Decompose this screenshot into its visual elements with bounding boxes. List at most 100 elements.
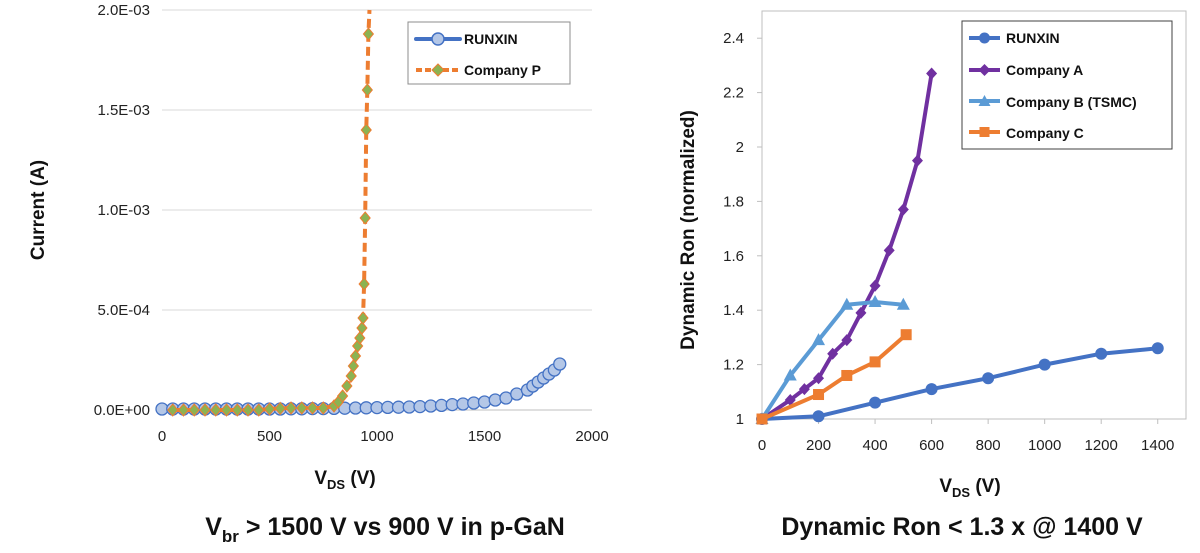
legend-label: Company A — [1006, 62, 1083, 78]
data-point-company-p — [177, 403, 190, 417]
data-point-company-p — [360, 123, 372, 137]
data-point-company-c — [813, 389, 825, 401]
data-point-runxin — [488, 393, 502, 407]
legend-marker-runxin — [979, 32, 990, 44]
data-point-company-p — [306, 401, 319, 415]
left-x-tick-label: 2000 — [575, 428, 608, 445]
data-point-runxin — [982, 372, 995, 385]
data-point-company-p — [167, 403, 179, 417]
series-line-runxin — [761, 346, 1158, 421]
data-point-runxin — [1095, 347, 1108, 360]
data-point-company-c — [841, 369, 853, 381]
right-y-tick-label: 2.2 — [723, 85, 744, 102]
legend-entry-company-a: Company A — [969, 62, 1083, 78]
data-point-company-p — [253, 403, 265, 417]
legend-label: Company C — [1006, 125, 1084, 141]
right-x-tick-label: 1000 — [1028, 437, 1061, 454]
data-point-company-p — [296, 401, 308, 415]
legend-marker-company-c — [979, 127, 990, 137]
data-point-company-a — [798, 383, 810, 396]
right-y-axis-title: Dynamic Ron (normalized) — [678, 110, 699, 350]
series-line-company-a — [760, 73, 934, 421]
data-point-runxin — [869, 396, 882, 409]
left-chart-y-ticks: 0.0E+00 5.0E-04 1.0E-03 1.5E-03 2.0E-03 — [94, 2, 150, 419]
right-y-tick-label: 1 — [736, 411, 744, 428]
legend-entry-company-c: Company C — [969, 125, 1084, 141]
data-point-company-a — [911, 154, 923, 167]
left-y-tick-label: 5.0E-04 — [97, 302, 150, 319]
data-point-company-p — [347, 359, 360, 373]
data-point-company-p — [356, 321, 368, 335]
data-point-company-p — [359, 211, 371, 225]
legend-label: Company P — [464, 62, 541, 78]
legend-label: Company B (TSMC) — [1006, 94, 1137, 110]
data-point-runxin — [477, 395, 492, 409]
data-point-company-p — [220, 403, 233, 417]
data-point-company-a — [841, 334, 853, 347]
data-point-runxin — [553, 357, 567, 371]
left-x-tick-label: 1500 — [468, 428, 501, 445]
right-y-tick-label: 1.2 — [723, 357, 744, 374]
data-point-company-p — [345, 369, 357, 383]
left-y-tick-label: 2.0E-03 — [97, 2, 150, 19]
data-point-company-c — [869, 356, 881, 368]
right-chart-legend: RUNXIN Company A Company B (TSMC) Compan… — [961, 20, 1173, 150]
legend-entry-runxin: RUNXIN — [414, 31, 518, 47]
left-x-tick-label: 1000 — [360, 428, 393, 445]
left-y-tick-label: 0.0E+00 — [94, 402, 150, 419]
right-chart-y-ticks: 1 1.2 1.4 1.6 1.8 2 2.2 2.4 — [723, 30, 744, 428]
left-y-tick-label: 1.0E-03 — [97, 202, 150, 219]
data-point-company-p — [188, 403, 200, 417]
data-point-company-p — [336, 389, 349, 403]
data-point-runxin — [1038, 358, 1051, 371]
data-point-company-b-tsmc — [868, 295, 882, 308]
data-point-company-b-tsmc — [783, 368, 797, 381]
right-y-tick-label: 2.4 — [723, 30, 744, 47]
left-chart-x-ticks: 0 500 1000 1500 2000 — [158, 428, 609, 445]
left-y-tick-label: 1.5E-03 — [97, 102, 150, 119]
data-point-company-a — [827, 347, 839, 360]
right-y-tick-label: 2 — [736, 139, 744, 156]
data-point-company-p — [210, 403, 222, 417]
legend-entry-company-b: Company B (TSMC) — [969, 94, 1137, 110]
data-point-company-p — [274, 401, 286, 416]
right-y-tick-label: 1.4 — [723, 302, 744, 319]
data-point-company-a — [883, 244, 895, 257]
data-point-company-p — [358, 277, 370, 291]
left-x-axis-title: VDS (V) — [314, 468, 375, 492]
left-chart-gridlines — [162, 9, 592, 311]
left-x-tick-label: 0 — [158, 428, 166, 445]
data-point-company-a — [813, 372, 825, 385]
data-point-company-p — [199, 403, 211, 417]
legend-marker-company-b — [978, 95, 991, 106]
data-point-company-p — [317, 401, 329, 415]
right-chart-plot-border — [761, 10, 1187, 420]
data-point-company-b-tsmc — [896, 297, 910, 310]
data-point-company-p — [361, 83, 373, 97]
series-line-company-b-tsmc — [760, 300, 904, 421]
legend-entry-runxin: RUNXIN — [969, 30, 1060, 46]
data-point-runxin — [812, 410, 825, 423]
data-point-company-c — [756, 413, 768, 425]
legend-marker-company-a — [978, 64, 991, 76]
data-point-company-a — [869, 279, 881, 292]
right-legend-box — [961, 20, 1173, 150]
right-x-tick-label: 600 — [919, 437, 944, 454]
right-x-tick-label: 0 — [758, 437, 766, 454]
left-chart-caption: Vbr > 1500 V vs 900 V in p-GaN — [205, 513, 565, 546]
legend-entry-company-p: Company P — [416, 62, 541, 78]
chart-left: 0.0E+00 5.0E-04 1.0E-03 1.5E-03 2.0E-03 … — [28, 2, 609, 546]
right-x-tick-label: 1400 — [1141, 437, 1174, 454]
left-chart-legend: RUNXIN Company P — [407, 21, 571, 85]
right-x-tick-label: 1200 — [1085, 437, 1118, 454]
right-x-tick-label: 200 — [806, 437, 831, 454]
data-point-company-p — [357, 311, 369, 325]
right-chart-x-ticks: 0 200 400 600 800 1000 1200 1400 — [758, 437, 1175, 454]
data-point-company-b-tsmc — [812, 333, 826, 346]
left-x-tick-label: 500 — [257, 428, 282, 445]
data-point-company-a — [855, 306, 867, 319]
legend-marker-company-p — [431, 63, 445, 77]
right-chart-plot-area — [755, 67, 1164, 425]
data-point-company-p — [354, 331, 366, 345]
data-point-company-b-tsmc — [840, 297, 854, 310]
